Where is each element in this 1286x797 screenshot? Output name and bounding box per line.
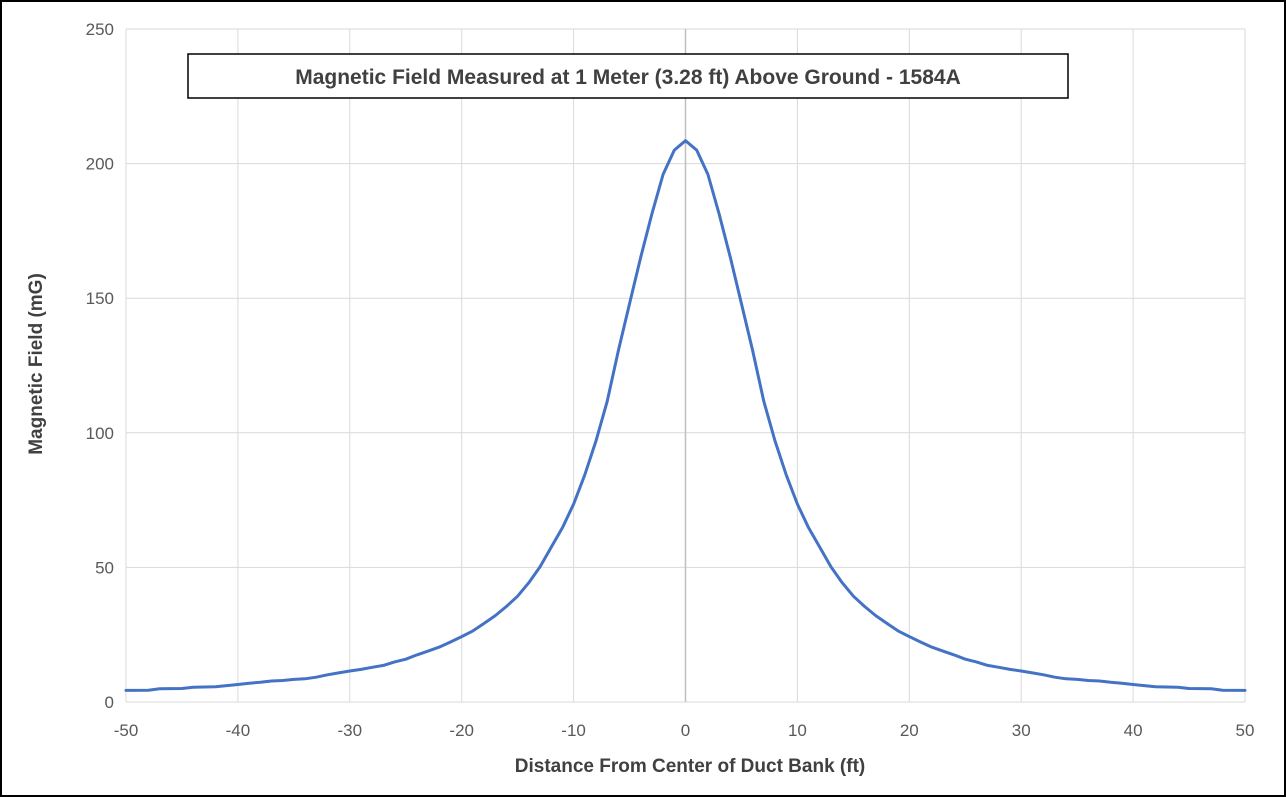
series-layer <box>124 139 1247 692</box>
x-tick-label: -10 <box>561 721 586 740</box>
y-axis-title: Magnetic Field (mG) <box>26 273 47 455</box>
x-tick-label: 30 <box>1012 721 1031 740</box>
y-tick-label: 100 <box>86 424 114 443</box>
chart-title-box: Magnetic Field Measured at 1 Meter (3.28… <box>187 53 1069 99</box>
x-tick-label: 10 <box>788 721 807 740</box>
grid-x <box>125 29 1246 702</box>
x-tick-label: 50 <box>1236 721 1255 740</box>
x-tick-label: 20 <box>900 721 919 740</box>
x-tick-labels: -50 -40 -30 -20 -10 0 10 20 30 40 50 <box>114 721 1255 740</box>
y-tick-label: 200 <box>86 155 114 174</box>
x-tick-label: -40 <box>226 721 251 740</box>
y-tick-label: 0 <box>105 693 114 712</box>
y-tick-label: 150 <box>86 289 114 308</box>
x-tick-label: -50 <box>114 721 139 740</box>
x-axis-title: Distance From Center of Duct Bank (ft) <box>515 756 865 777</box>
x-tick-label: 0 <box>681 721 690 740</box>
chart-title: Magnetic Field Measured at 1 Meter (3.28… <box>295 66 961 89</box>
x-tick-label: -30 <box>338 721 363 740</box>
y-tick-label: 250 <box>86 20 114 39</box>
x-tick-label: 40 <box>1124 721 1143 740</box>
series-line <box>124 139 1247 692</box>
y-tick-labels: 0 50 100 150 200 250 <box>86 20 114 712</box>
x-tick-label: -20 <box>449 721 474 740</box>
y-tick-label: 50 <box>95 558 114 577</box>
